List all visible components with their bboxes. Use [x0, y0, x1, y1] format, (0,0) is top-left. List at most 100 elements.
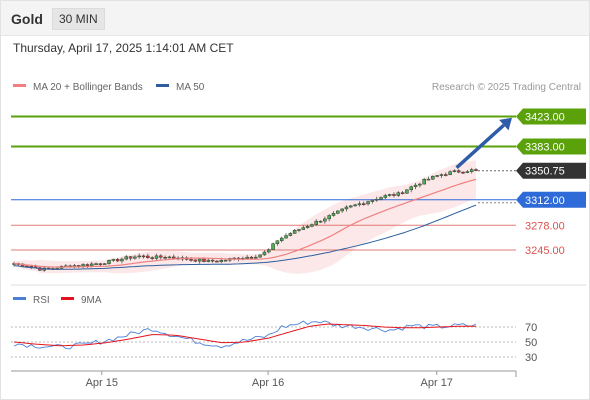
candle-body — [426, 178, 431, 181]
candle-body — [137, 255, 141, 258]
candle-body — [189, 259, 193, 261]
candle-body — [413, 184, 418, 188]
candle-body — [444, 174, 448, 176]
timeframe-button[interactable]: 30 MIN — [52, 8, 105, 30]
forecast-arrow — [455, 117, 512, 169]
bollinger-band-layer — [14, 160, 476, 274]
candle-body — [146, 255, 150, 258]
candle-body — [374, 198, 379, 201]
candle-body — [396, 192, 401, 196]
candle-body — [193, 259, 198, 262]
instrument-name: Gold — [11, 11, 43, 27]
candle-body — [431, 175, 435, 180]
candle-body — [128, 256, 133, 259]
chart-header: Gold 30 MIN — [1, 1, 589, 36]
rsi-ma-line — [13, 323, 476, 347]
resistance-label: 3383.00 — [525, 142, 565, 154]
forecast-arrow-shaft — [455, 123, 506, 169]
candle-body — [115, 259, 120, 262]
candle-body — [361, 203, 366, 205]
candle-body — [340, 208, 344, 212]
candle-body — [336, 210, 340, 214]
candle-body — [400, 192, 405, 194]
candle-body — [271, 243, 275, 250]
rsi-legend-swatch — [61, 297, 74, 300]
candle-body — [245, 256, 249, 259]
candle-body — [314, 220, 319, 225]
candle-body — [284, 235, 288, 239]
candle-body — [102, 263, 107, 265]
candle-body — [292, 229, 297, 234]
candle-body — [288, 233, 293, 236]
chart-datetime: Thursday, April 17, 2025 1:14:01 AM CET — [13, 41, 234, 55]
candle-body — [124, 256, 129, 260]
candle-body — [85, 264, 90, 266]
time-tick-label: Apr 15 — [86, 377, 118, 389]
candle-body — [154, 255, 159, 259]
candle-body — [202, 258, 206, 262]
candle-body — [469, 169, 474, 172]
candle-body — [210, 259, 215, 262]
candle-body — [262, 251, 267, 256]
candle-body — [353, 204, 357, 207]
candle-body — [305, 226, 310, 228]
candle-body — [387, 194, 392, 196]
candle-body — [357, 203, 362, 206]
support-label: 3278.00 — [525, 220, 565, 232]
candle-body — [405, 189, 409, 194]
candle-body — [215, 260, 219, 263]
time-tick-label: Apr 17 — [421, 377, 453, 389]
credit-text: Research © 2025 Trading Central — [432, 82, 581, 93]
candle-body — [327, 215, 331, 220]
candle-body — [435, 175, 439, 177]
candle-body — [111, 259, 116, 261]
candle-body — [318, 220, 323, 223]
candle-body — [474, 169, 478, 171]
candle-body — [197, 258, 202, 262]
candle-body — [456, 170, 461, 173]
candlestick-series — [12, 167, 478, 272]
time-tick-label: Apr 16 — [252, 377, 284, 389]
candle-body — [107, 260, 111, 264]
candle-body — [133, 256, 137, 259]
candle-body — [370, 199, 375, 202]
rsi-panel: RSI 9MA 70 50 30 — [11, 284, 586, 364]
candle-body — [349, 205, 353, 208]
candle-body — [301, 227, 306, 230]
rsi-legend-label: 9MA — [81, 295, 102, 306]
candle-body — [258, 254, 262, 258]
candle-body — [266, 249, 271, 253]
rsi-legend-swatch — [13, 297, 26, 300]
rsi-tick-label: 50 — [525, 337, 537, 349]
ma50-line — [13, 204, 477, 270]
candle-body — [461, 171, 465, 174]
time-axis: Apr 15 Apr 16 Apr 17 — [11, 370, 517, 389]
rsi-tick-label: 30 — [525, 352, 537, 364]
level-tag — [516, 191, 586, 208]
candle-body — [120, 258, 124, 262]
candle-body — [448, 171, 452, 175]
candle-body — [98, 263, 103, 265]
candle-body — [297, 229, 301, 231]
candle-body — [310, 224, 314, 227]
candle-body — [141, 255, 146, 258]
candle-body — [159, 255, 163, 258]
candle-body — [223, 259, 228, 262]
legend-label: MA 20 + Bollinger Bands — [33, 82, 143, 93]
candle-body — [249, 256, 254, 259]
candle-body — [344, 206, 349, 210]
candle-body — [275, 240, 280, 244]
ma20-line — [13, 178, 477, 268]
candle-body — [439, 174, 444, 176]
legend-swatch — [13, 84, 26, 87]
support-label: 3245.00 — [525, 245, 565, 257]
candle-body — [167, 256, 172, 259]
candle-body — [254, 256, 258, 259]
candle-body — [323, 218, 327, 222]
candle-body — [81, 264, 85, 267]
candle-body — [94, 263, 98, 265]
candle-body — [392, 194, 396, 196]
legend-label: MA 50 — [176, 82, 205, 93]
candle-body — [465, 171, 470, 173]
candle-body — [418, 183, 422, 186]
